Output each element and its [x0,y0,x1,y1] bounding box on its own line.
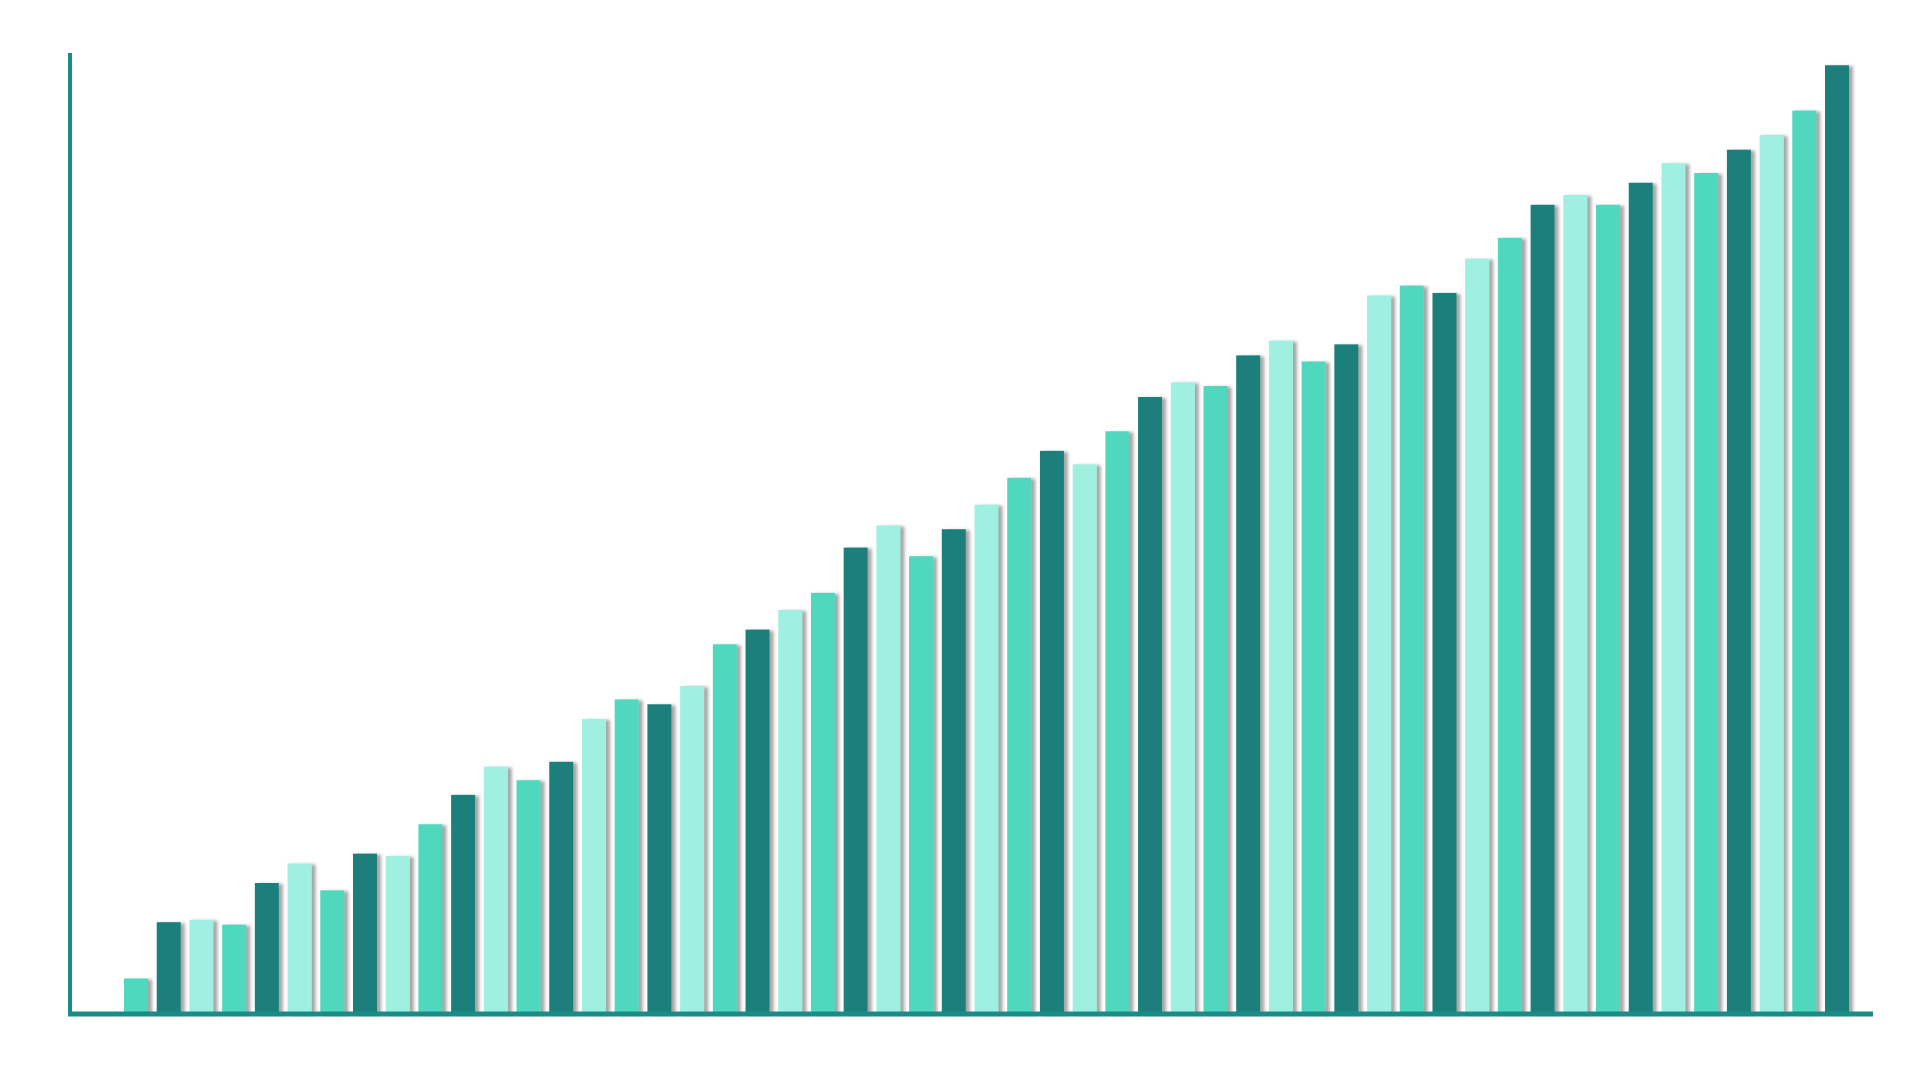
bar [745,629,770,1014]
bar [1236,355,1261,1014]
bar [352,853,377,1014]
bar [1596,204,1621,1014]
bar [549,761,574,1014]
bar [1726,149,1751,1014]
bar [1759,135,1784,1014]
bar [1399,285,1424,1014]
bar [451,794,476,1014]
bar [1007,477,1032,1015]
bar [1170,382,1195,1015]
bar [581,718,606,1014]
bar [516,780,541,1014]
bar [680,685,705,1014]
bar [778,610,803,1014]
bar [1301,361,1326,1014]
bar [876,525,901,1014]
bar [124,978,148,1014]
bar [189,919,214,1014]
bar [1792,110,1817,1014]
bar [1694,172,1719,1014]
bar [418,824,443,1014]
bar [1465,258,1490,1014]
bar [1072,464,1097,1014]
bar [1497,237,1522,1014]
bar [287,863,312,1014]
bar [1628,182,1653,1014]
bar [320,890,345,1014]
bar [1563,195,1588,1015]
bar [614,699,639,1014]
bar [222,924,247,1014]
bar [1039,450,1064,1015]
bar [1367,295,1392,1015]
bar [385,856,410,1014]
bar [810,592,835,1014]
bar [647,704,672,1014]
bar [909,556,934,1014]
bar [1825,65,1849,1014]
bar [712,644,737,1014]
bar [1105,431,1130,1014]
bar [843,547,868,1014]
bar [974,504,999,1014]
bar [1432,292,1457,1014]
bar [1138,397,1163,1014]
bar [254,883,279,1014]
bar [1661,163,1686,1014]
bar [1530,204,1555,1014]
bar [941,529,966,1014]
bar [156,922,181,1014]
bar [1268,340,1293,1015]
bar [1203,385,1228,1015]
bar [1334,344,1359,1015]
bar [483,766,508,1014]
